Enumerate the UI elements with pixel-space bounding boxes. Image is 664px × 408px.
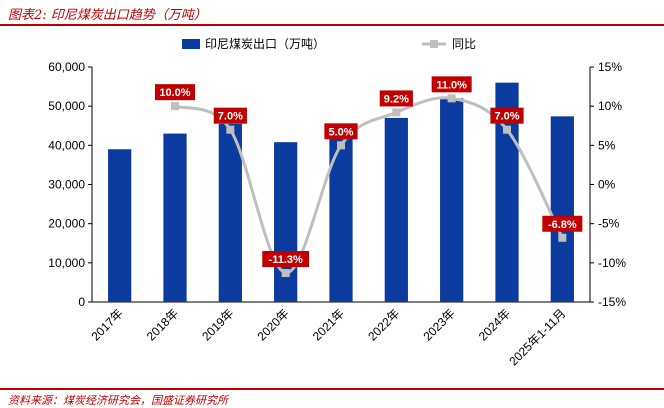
legend-line-label: 同比 bbox=[452, 37, 476, 51]
yoy-marker bbox=[503, 125, 511, 134]
left-tick-label: 60,000 bbox=[48, 60, 85, 74]
data-label-text: -6.8% bbox=[548, 219, 577, 231]
data-label: 9.2% bbox=[379, 90, 413, 107]
bar bbox=[440, 98, 464, 302]
left-tick-label: 30,000 bbox=[48, 178, 85, 192]
yoy-marker bbox=[226, 125, 235, 134]
data-label-box bbox=[155, 84, 195, 101]
x-tick-label: 2023年 bbox=[421, 306, 458, 343]
left-tick-label: 40,000 bbox=[48, 138, 85, 152]
yoy-marker bbox=[447, 94, 456, 103]
bar bbox=[108, 149, 132, 302]
data-label-text: -11.3% bbox=[269, 254, 303, 266]
bar bbox=[384, 117, 408, 303]
right-tick-label: 0% bbox=[598, 178, 616, 192]
data-label-text: 10.0% bbox=[159, 87, 190, 99]
x-tick-label: 2024年 bbox=[476, 306, 513, 343]
left-tick-label: 20,000 bbox=[48, 217, 85, 231]
bar bbox=[218, 123, 242, 303]
x-tick-label: 2025年1-11月 bbox=[506, 306, 568, 368]
data-label-box bbox=[262, 251, 310, 268]
legend: 印尼煤炭出口（万吨） 同比 bbox=[182, 37, 476, 51]
left-tick-label: 10,000 bbox=[48, 256, 85, 270]
data-label-box bbox=[431, 76, 472, 93]
data-label: 5.0% bbox=[324, 123, 358, 140]
left-tick-label: 0 bbox=[78, 295, 85, 309]
legend-bar-swatch bbox=[182, 39, 200, 49]
x-tick-label: 2018年 bbox=[144, 306, 181, 343]
yoy-marker bbox=[171, 102, 179, 111]
x-tick-label: 2022年 bbox=[365, 306, 402, 343]
top-rule bbox=[0, 24, 664, 26]
legend-line-marker bbox=[430, 40, 438, 48]
bar bbox=[163, 133, 187, 302]
data-label: 7.0% bbox=[490, 107, 524, 124]
data-label: -6.8% bbox=[542, 215, 583, 232]
data-label-box bbox=[490, 107, 524, 124]
x-tick-label: 2017年 bbox=[89, 306, 126, 343]
data-labels: 10.0% 7.0% -11.3% 5.0% 9.2% 11.0% 7.0% -6.8% bbox=[155, 76, 583, 268]
right-tick-label: 15% bbox=[598, 60, 622, 74]
data-label-text: 5.0% bbox=[328, 126, 353, 138]
left-tick-label: 50,000 bbox=[48, 99, 85, 113]
data-label-text: 11.0% bbox=[436, 79, 467, 91]
x-tick-label: 2019年 bbox=[199, 306, 236, 343]
bar bbox=[329, 131, 353, 302]
yoy-marker bbox=[392, 108, 401, 117]
figure-source: 资料来源：煤炭经济研究会，国盛证券研究所 bbox=[8, 394, 228, 407]
x-tick-label: 2020年 bbox=[255, 306, 292, 343]
right-tick-label: 10% bbox=[598, 99, 622, 113]
bar bbox=[274, 142, 298, 302]
yoy-marker bbox=[337, 141, 345, 150]
yoy-marker bbox=[281, 269, 290, 278]
data-label: -11.3% bbox=[262, 251, 310, 268]
data-label-text: 7.0% bbox=[494, 111, 519, 123]
chart: 印尼煤炭出口（万吨） 同比 0 10,000 20,000 30,000 40,000 5… bbox=[48, 37, 626, 368]
x-tick-label: 2021年 bbox=[310, 306, 347, 343]
right-tick-label: -15% bbox=[598, 295, 626, 309]
data-label-box bbox=[542, 215, 583, 232]
data-label-text: 9.2% bbox=[384, 93, 409, 105]
data-label-text: 7.0% bbox=[218, 111, 243, 123]
right-tick-label: -5% bbox=[598, 217, 620, 231]
bottom-rule bbox=[0, 388, 664, 390]
data-label-box bbox=[379, 90, 413, 107]
data-label: 11.0% bbox=[431, 76, 472, 93]
right-tick-label: 5% bbox=[598, 138, 616, 152]
data-label: 7.0% bbox=[213, 107, 247, 124]
data-label-box bbox=[213, 107, 247, 124]
data-label: 10.0% bbox=[155, 84, 195, 101]
right-tick-label: -10% bbox=[598, 256, 626, 270]
bar-series bbox=[108, 82, 574, 303]
bar bbox=[550, 116, 574, 302]
legend-bar-label: 印尼煤炭出口（万吨） bbox=[205, 37, 325, 51]
data-label-box bbox=[324, 123, 358, 140]
figure-title: 图表2: 印尼煤炭出口趋势（万吨） bbox=[8, 8, 207, 23]
yoy-marker bbox=[558, 233, 567, 242]
